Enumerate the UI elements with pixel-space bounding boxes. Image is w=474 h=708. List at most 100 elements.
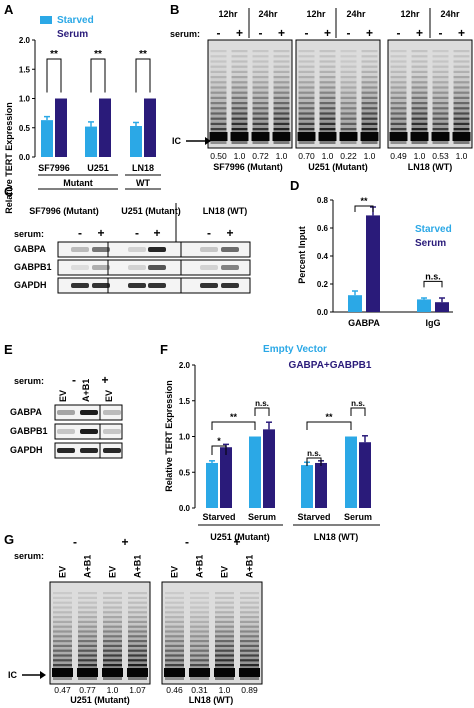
- gel-band: [190, 611, 209, 614]
- panel-g-letter: G: [4, 532, 14, 547]
- ic-band: [297, 132, 316, 141]
- gel-band: [215, 625, 234, 628]
- quantification-value: 0.31: [191, 685, 208, 695]
- gel-band: [273, 81, 290, 84]
- gel-band: [340, 50, 357, 53]
- significance-bracket: [354, 205, 374, 212]
- gel-band: [432, 117, 449, 120]
- panel-b-ic-arrowhead: [205, 137, 211, 145]
- serum-sign: -: [217, 26, 221, 40]
- gel-band: [432, 112, 449, 115]
- panel-f-letter: F: [160, 342, 168, 357]
- gel-band: [128, 640, 147, 643]
- gel-band: [453, 50, 470, 53]
- gel-band: [210, 107, 227, 110]
- gel-band: [210, 70, 227, 73]
- gel-band: [53, 654, 72, 657]
- gel-band: [165, 649, 184, 652]
- gel-band: [190, 620, 209, 623]
- bar-starved: [41, 120, 53, 157]
- blot-row-label: GAPDH: [14, 280, 47, 290]
- gel-band: [252, 65, 269, 68]
- bar-serum: [55, 98, 67, 157]
- gel-band: [103, 640, 122, 643]
- bar-gabpa-gabpb1: [315, 462, 327, 508]
- gel-band: [273, 117, 290, 120]
- gel-band: [103, 620, 122, 623]
- panel-g-ic-label: IC: [8, 670, 18, 680]
- panel-a-wt-label: WT: [136, 178, 150, 188]
- gel-band: [103, 611, 122, 614]
- gel-band: [453, 91, 470, 94]
- y-tick-label: 0.5: [19, 124, 31, 133]
- gel-band: [411, 112, 428, 115]
- blot-header: U251 (Mutant): [121, 206, 181, 216]
- panel-c-blots: GABPA GABPB1 GAPDH: [14, 241, 251, 294]
- serum-sign: -: [347, 26, 351, 40]
- significance-label: **: [325, 412, 333, 422]
- gel-band: [128, 654, 147, 657]
- panel-d-category: GABPA: [348, 318, 380, 328]
- gel-band: [432, 76, 449, 79]
- blot-band: [200, 283, 218, 288]
- gel-band: [78, 596, 97, 599]
- panel-a-y-ticks: 0.0 0.5 1.0 1.5 2.0: [19, 36, 35, 162]
- gel-band: [361, 102, 378, 105]
- quantification-value: 1.0: [219, 685, 231, 695]
- gel-band: [210, 122, 227, 125]
- gel-band: [190, 596, 209, 599]
- gel-band: [340, 102, 357, 105]
- gel-band: [53, 630, 72, 633]
- gel-band: [252, 102, 269, 105]
- time-label: 12hr: [306, 9, 326, 19]
- gel-band: [432, 55, 449, 58]
- gel-band: [252, 91, 269, 94]
- gel-band: [231, 50, 248, 53]
- gel-band: [53, 592, 72, 595]
- gel-band: [240, 606, 259, 609]
- gel-band: [165, 644, 184, 647]
- gel-band: [215, 644, 234, 647]
- significance-bracket: [90, 58, 106, 93]
- gel-band: [432, 81, 449, 84]
- gel-band: [190, 592, 209, 595]
- gel-band: [165, 606, 184, 609]
- gel-band: [231, 65, 248, 68]
- blot-row-label: GABPA: [10, 407, 42, 417]
- blot-band: [128, 247, 146, 252]
- gel-band: [128, 664, 147, 667]
- panel-a-group-label: U251: [87, 163, 109, 173]
- gel-band: [128, 606, 147, 609]
- gel-band: [273, 107, 290, 110]
- gel-band: [215, 649, 234, 652]
- quantification-value: 0.70: [298, 151, 315, 161]
- gel-band: [252, 112, 269, 115]
- bar-empty-vector: [206, 462, 218, 508]
- panel-b-serum-label: serum:: [170, 29, 200, 39]
- gel-band: [361, 81, 378, 84]
- y-tick-label: 0.6: [317, 224, 329, 233]
- gel-band: [453, 102, 470, 105]
- gel-band: [240, 592, 259, 595]
- gel-band: [231, 117, 248, 120]
- gel-band: [215, 592, 234, 595]
- gel-band: [340, 86, 357, 89]
- panel-g-ic-arrowhead: [40, 671, 46, 679]
- gel-band: [252, 122, 269, 125]
- serum-sign: +: [236, 26, 243, 40]
- ic-band: [360, 132, 379, 141]
- y-tick-label: 0.2: [317, 280, 329, 289]
- gel-band: [411, 91, 428, 94]
- gel-band: [128, 644, 147, 647]
- panel-a-group-label: LN18: [132, 163, 154, 173]
- blot-header: SF7996 (Mutant): [29, 206, 99, 216]
- blot-row-label: GABPA: [14, 244, 46, 254]
- serum-sign: +: [233, 535, 240, 549]
- panel-a-letter: A: [4, 2, 14, 17]
- gel-band: [298, 60, 315, 63]
- gel-band: [273, 102, 290, 105]
- ic-band: [77, 668, 98, 677]
- panel-d-bars: [348, 206, 449, 312]
- panel-d-legend-starved: Starved: [415, 224, 452, 235]
- serum-sign: -: [73, 535, 77, 549]
